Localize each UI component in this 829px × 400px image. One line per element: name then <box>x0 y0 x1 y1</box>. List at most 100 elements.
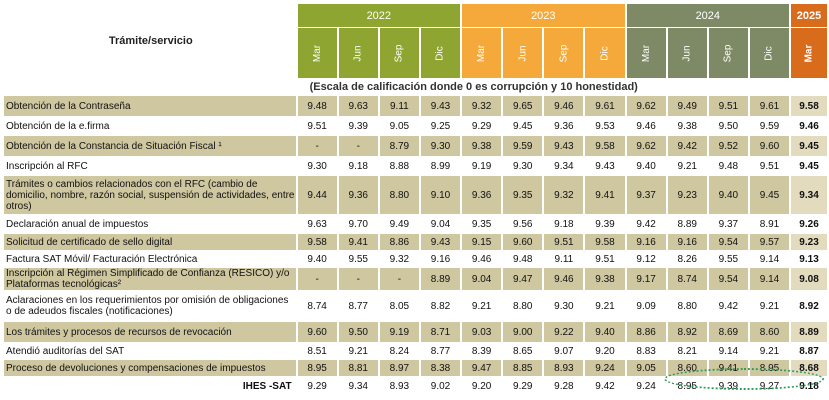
value-cell: 9.32 <box>462 96 502 116</box>
value-cell: 8.82 <box>420 291 461 321</box>
value-cell: 9.42 <box>708 291 748 321</box>
row-label: Inscripción al RFC <box>4 157 296 175</box>
value-cell: 9.32 <box>379 251 419 267</box>
table-row: Solicitud de certificado de sello digita… <box>4 234 827 250</box>
value-cell: 9.52 <box>708 136 748 156</box>
value-cell: 9.21 <box>462 291 502 321</box>
value-cell: 9.58 <box>585 136 625 156</box>
value-cell: 9.19 <box>462 157 502 175</box>
value-cell: 9.41 <box>338 234 378 250</box>
value-cell: 9.36 <box>462 176 502 214</box>
value-cell: 9.21 <box>749 291 790 321</box>
value-cell: 9.60 <box>297 322 337 342</box>
value-cell: 9.63 <box>338 96 378 116</box>
value-cell: 9.07 <box>544 343 584 359</box>
scale-note-row: (Escala de calificación donde 0 es corru… <box>4 79 827 95</box>
value-cell: 9.48 <box>708 157 748 175</box>
value-cell: 9.59 <box>503 136 543 156</box>
value-cell: 9.13 <box>791 251 827 267</box>
value-cell: 9.47 <box>462 360 502 376</box>
highlight-oval <box>664 368 824 390</box>
value-cell: 9.40 <box>626 157 666 175</box>
value-cell: 9.11 <box>544 251 584 267</box>
row-label: Obtención de la e.firma <box>4 117 296 135</box>
value-cell: 9.40 <box>297 251 337 267</box>
month-header: Sep <box>708 28 748 78</box>
index-value: 9.20 <box>462 377 502 395</box>
row-label: Los trámites y procesos de recursos de r… <box>4 322 296 342</box>
scale-note: (Escala de calificación donde 0 es corru… <box>309 81 638 93</box>
value-cell: 8.80 <box>379 176 419 214</box>
value-cell: 9.32 <box>544 176 584 214</box>
ratings-table: Trámite/servicio 2022 2023 2024 2025 Mar… <box>2 3 829 396</box>
index-value: 9.42 <box>585 377 625 395</box>
value-cell: 9.51 <box>544 234 584 250</box>
value-cell: 9.46 <box>462 251 502 267</box>
value-cell: 9.51 <box>708 96 748 116</box>
table-row: Inscripción al RFC 9.30 9.18 8.88 8.99 9.19 9.… <box>4 157 827 175</box>
row-label: Trámites o cambios relacionados con el R… <box>4 176 296 214</box>
value-cell: 9.14 <box>749 251 790 267</box>
value-cell: 9.49 <box>379 215 419 233</box>
value-cell: - <box>297 136 337 156</box>
value-cell: 9.61 <box>749 96 790 116</box>
value-cell: 9.53 <box>585 117 625 135</box>
value-cell: 9.46 <box>544 96 584 116</box>
value-cell: 9.17 <box>626 268 666 290</box>
value-cell: 8.05 <box>379 291 419 321</box>
value-cell: 9.58 <box>791 96 827 116</box>
value-cell: 8.89 <box>667 215 707 233</box>
table-row: Inscripción al Régimen Simplificado de C… <box>4 268 827 290</box>
row-label: Factura SAT Móvil/ Facturación Electróni… <box>4 251 296 267</box>
value-cell: 9.24 <box>585 360 625 376</box>
row-label: Declaración anual de impuestos <box>4 215 296 233</box>
value-cell: 9.36 <box>338 176 378 214</box>
value-cell: 8.81 <box>338 360 378 376</box>
month-header: Mar <box>297 28 337 78</box>
value-cell: 8.77 <box>420 343 461 359</box>
value-cell: 9.37 <box>626 176 666 214</box>
value-cell: 9.38 <box>462 136 502 156</box>
value-cell: 9.35 <box>503 176 543 214</box>
value-cell: 9.54 <box>708 234 748 250</box>
value-cell: 9.46 <box>544 268 584 290</box>
row-label: Proceso de devoluciones y compensaciones… <box>4 360 296 376</box>
table-row: Atendió auditorías del SAT 8.51 9.21 8.24 8.… <box>4 343 827 359</box>
value-cell: 9.44 <box>297 176 337 214</box>
month-header: Mar <box>462 28 502 78</box>
value-cell: 9.47 <box>503 268 543 290</box>
value-cell: 9.39 <box>585 215 625 233</box>
value-cell: 9.21 <box>585 291 625 321</box>
value-cell: 8.60 <box>749 322 790 342</box>
table-row: Aclaraciones en los requerimientos por o… <box>4 291 827 321</box>
index-value: 9.34 <box>338 377 378 395</box>
row-label: Obtención de la Contraseña <box>4 96 296 116</box>
value-cell: 9.03 <box>462 322 502 342</box>
value-cell: 9.36 <box>544 117 584 135</box>
value-cell: 9.55 <box>708 251 748 267</box>
value-cell: 9.58 <box>585 234 625 250</box>
value-cell: 8.38 <box>420 360 461 376</box>
value-cell: 9.16 <box>626 234 666 250</box>
month-header: Mar <box>791 28 827 78</box>
value-cell: 9.22 <box>544 322 584 342</box>
table-row: Obtención de la Constancia de Situación … <box>4 136 827 156</box>
value-cell: 9.48 <box>503 251 543 267</box>
value-cell: 8.89 <box>420 268 461 290</box>
month-header: Jun <box>667 28 707 78</box>
value-cell: 9.05 <box>379 117 419 135</box>
year-2024: 2024 <box>626 4 790 28</box>
value-cell: 9.49 <box>667 96 707 116</box>
row-label: Inscripción al Régimen Simplificado de C… <box>4 268 296 290</box>
value-cell: 9.21 <box>338 343 378 359</box>
value-cell: 8.99 <box>420 157 461 175</box>
value-cell: 8.74 <box>297 291 337 321</box>
value-cell: 9.35 <box>462 215 502 233</box>
index-value: 9.29 <box>503 377 543 395</box>
value-cell: 9.30 <box>420 136 461 156</box>
value-cell: 9.46 <box>791 117 827 135</box>
table-row: Los trámites y procesos de recursos de r… <box>4 322 827 342</box>
value-cell: 9.21 <box>749 343 790 359</box>
table-row: Trámites o cambios relacionados con el R… <box>4 176 827 214</box>
